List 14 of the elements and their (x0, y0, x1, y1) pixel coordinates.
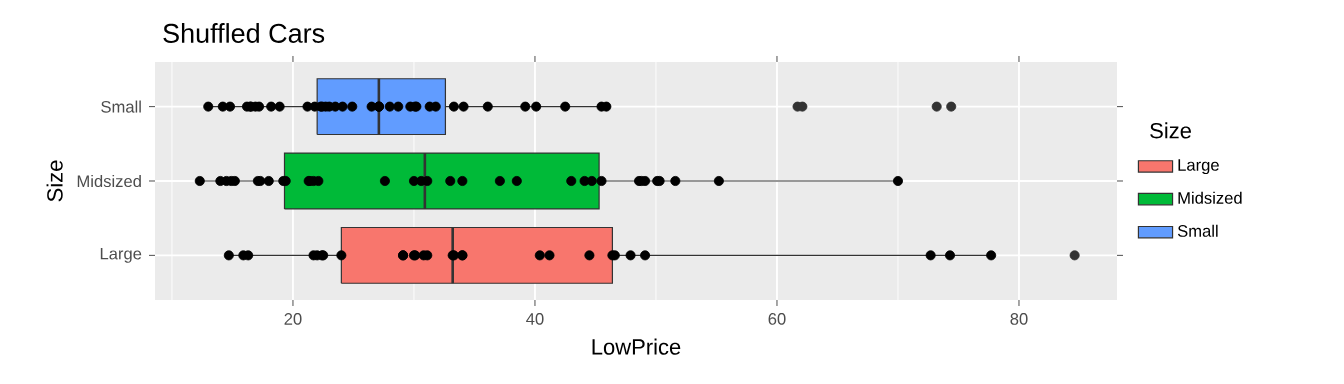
legend-title: Size (1150, 122, 1191, 139)
x-tick-label: 60 (768, 313, 786, 325)
legend-label: Midsized (1178, 191, 1242, 204)
y-tick-label: Large (100, 247, 142, 263)
y-tick-label: Midsized (77, 174, 141, 188)
x-tick-label: 80 (1010, 313, 1028, 325)
x-axis-title: LowPrice (592, 338, 681, 355)
x-tick-label: 40 (526, 313, 544, 325)
x-tick-label: 20 (284, 313, 302, 325)
chart-title: Shuffled Cars (163, 23, 325, 43)
y-tick-label: Small (101, 100, 141, 113)
y-axis-title: Size (46, 160, 63, 202)
legend-label: Large (1178, 159, 1219, 175)
legend-label: Small (1177, 224, 1218, 237)
